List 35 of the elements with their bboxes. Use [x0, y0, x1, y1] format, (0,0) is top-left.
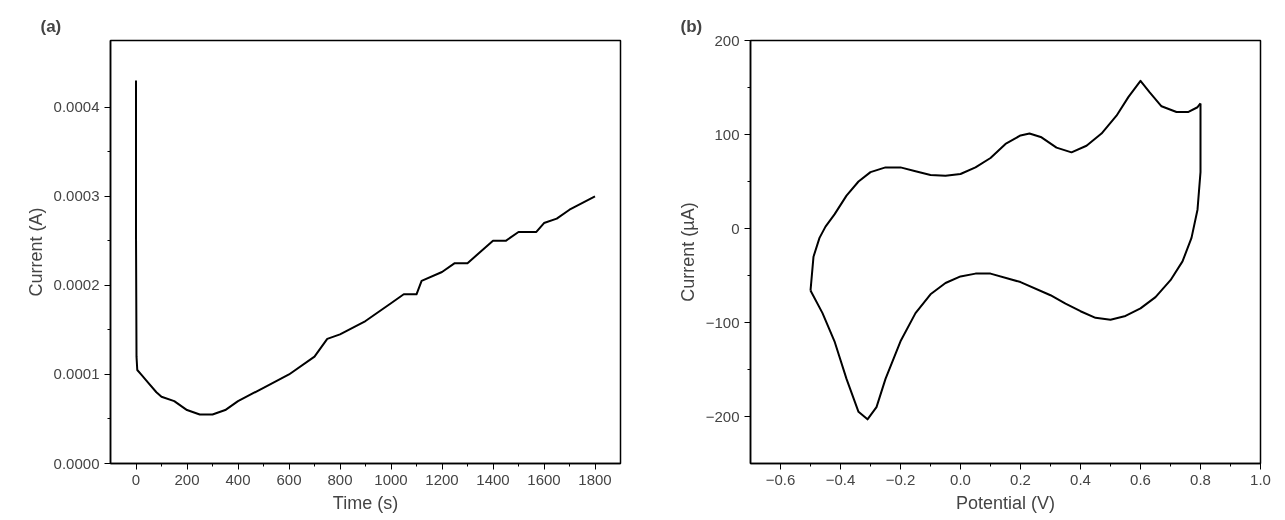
- y-axis-title: Current (A): [25, 207, 46, 297]
- y-axis-title: Current (µA): [677, 202, 698, 302]
- y-tick-label: 0: [731, 219, 740, 237]
- x-tick-label: 400: [225, 470, 251, 488]
- x-tick-label: 0.0: [950, 470, 971, 488]
- y-tick-label: 0.0000: [53, 454, 100, 472]
- y-tick-label: 200: [714, 31, 740, 49]
- y-tick-label: −100: [705, 313, 740, 331]
- x-tick-label: 600: [276, 470, 302, 488]
- chart-title: (b): [680, 16, 703, 36]
- x-tick-label: 800: [327, 470, 353, 488]
- x-tick-label: 0.8: [1190, 470, 1211, 488]
- x-tick-label: 1400: [476, 470, 510, 488]
- x-axis-title: Time (s): [332, 492, 399, 513]
- x-tick-label: 0.2: [1010, 470, 1031, 488]
- chart-title: (a): [40, 16, 62, 36]
- x-tick-label: −0.2: [885, 470, 916, 488]
- y-tick-label: 0.0001: [53, 365, 100, 383]
- y-tick-label: 100: [714, 125, 740, 143]
- x-tick-label: 1200: [425, 470, 459, 488]
- y-tick-label: 0.0002: [53, 276, 100, 294]
- x-tick-label: 200: [174, 470, 200, 488]
- y-tick-label: 0.0003: [53, 187, 100, 205]
- x-tick-label: 0.6: [1130, 470, 1151, 488]
- x-tick-label: 1800: [578, 470, 612, 488]
- x-tick-label: 1.0: [1250, 470, 1271, 488]
- x-tick-label: 0.4: [1070, 470, 1091, 488]
- x-tick-label: 1600: [527, 470, 561, 488]
- y-tick-label: −200: [705, 407, 740, 425]
- x-tick-label: −0.6: [765, 470, 796, 488]
- x-tick-label: 0: [131, 470, 141, 488]
- x-tick-label: 1000: [374, 470, 408, 488]
- x-axis-title: Potential (V): [955, 492, 1056, 513]
- x-tick-label: −0.4: [825, 470, 856, 488]
- y-tick-label: 0.0004: [53, 98, 100, 116]
